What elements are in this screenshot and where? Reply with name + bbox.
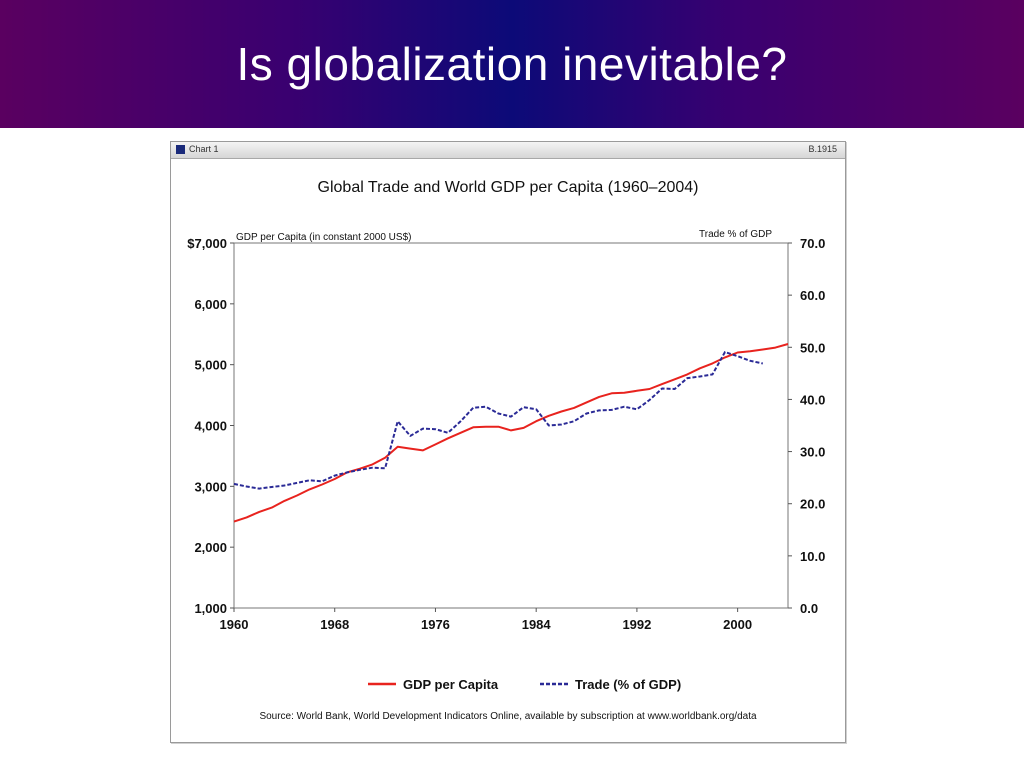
y-left-tick-label: $7,000: [187, 236, 227, 251]
y-left-tick-label: 6,000: [194, 297, 227, 312]
chart-window-label: Chart 1: [189, 144, 219, 154]
trade-percent-line: [233, 351, 764, 490]
x-tick-label: 1984: [522, 617, 552, 632]
title-banner: [0, 0, 1024, 128]
chart-window-icon: [176, 145, 185, 154]
chart-window: Chart 1 B.1915: [170, 141, 846, 743]
y-left-tick-label: 4,000: [194, 419, 227, 434]
y-right-tick-label: 10.0: [800, 549, 825, 564]
chart-window-code: B.1915: [808, 144, 837, 154]
x-tick-label: 1968: [320, 617, 349, 632]
chart-plot: Global Trade and World GDP per Capita (1…: [187, 179, 825, 722]
y-right-tick-label: 50.0: [800, 340, 825, 355]
y-right-tick-label: 60.0: [800, 288, 825, 303]
left-axis-label: GDP per Capita (in constant 2000 US$): [236, 232, 411, 243]
chart-window-titlebar: Chart 1 B.1915: [171, 142, 845, 159]
y-left-tick-label: 2,000: [194, 540, 227, 555]
x-tick-label: 1960: [220, 617, 249, 632]
y-left-tick-label: 5,000: [194, 358, 227, 373]
plot-area-frame: [233, 242, 789, 609]
x-tick-label: 1976: [421, 617, 450, 632]
y-right-tick-label: 0.0: [800, 601, 818, 616]
legend-trade-label: Trade (% of GDP): [575, 677, 681, 692]
gdp-per-capita-line: [233, 343, 789, 523]
y-right-tick-label: 20.0: [800, 497, 825, 512]
slide-title: Is globalization inevitable?: [236, 38, 788, 90]
y-left-tick-label: 1,000: [194, 601, 227, 616]
legend-gdp-label: GDP per Capita: [403, 677, 499, 692]
chart-title: Global Trade and World GDP per Capita (1…: [318, 179, 699, 196]
x-tick-label: 1992: [622, 617, 651, 632]
source-note: Source: World Bank, World Development In…: [259, 711, 757, 722]
x-tick-label: 2000: [723, 617, 752, 632]
y-right-tick-label: 70.0: [800, 236, 825, 251]
right-axis-label: Trade % of GDP: [699, 229, 772, 240]
y-right-tick-label: 40.0: [800, 392, 825, 407]
y-left-tick-label: 3,000: [194, 479, 227, 494]
y-right-tick-label: 30.0: [800, 445, 825, 460]
